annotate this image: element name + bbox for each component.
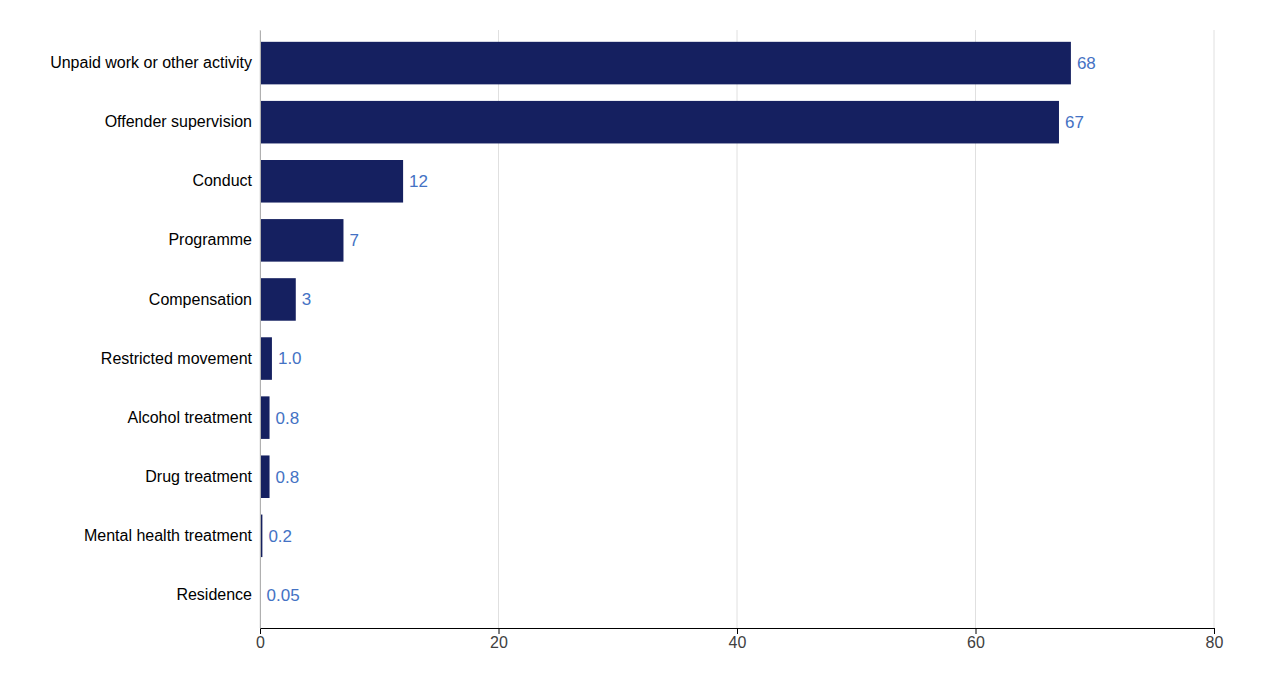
- bar: [260, 42, 1071, 85]
- grid-line: [1214, 30, 1215, 628]
- grid: [260, 30, 1214, 628]
- x-tick: 80: [1206, 628, 1224, 651]
- y-tick: Programme: [168, 231, 252, 248]
- data-label: 0.8: [276, 409, 300, 428]
- data-label: 0.05: [267, 586, 300, 605]
- data-label: 0.2: [268, 527, 292, 546]
- y-tick: Compensation: [149, 291, 252, 308]
- y-tick: Mental health treatment: [84, 527, 253, 544]
- y-tick: Residence: [176, 586, 252, 603]
- x-tick-label: 0: [256, 634, 265, 651]
- y-tick-label: Offender supervision: [105, 113, 252, 130]
- plot-area: 0 20 40 60 80 Residence Mental health treatmen…: [50, 30, 1223, 651]
- x-tick: 40: [729, 628, 747, 651]
- y-axis-line: [260, 31, 261, 629]
- y-tick-label: Mental health treatment: [84, 527, 253, 544]
- y-tick-label: Drug treatment: [145, 468, 252, 485]
- x-tick: 0: [256, 628, 265, 651]
- y-tick-label: Conduct: [192, 172, 252, 189]
- y-tick: Conduct: [192, 172, 252, 189]
- data-label: 1.0: [278, 349, 302, 368]
- data-labels: 0.05 0.2 0.8 0.8 1.0 3 7 12 67 68: [267, 54, 1096, 605]
- x-tick-label: 20: [490, 634, 508, 651]
- x-axis-line: [261, 629, 1215, 635]
- data-label: 3: [302, 290, 311, 309]
- bar: [260, 455, 270, 498]
- x-tick-mark: [1214, 628, 1215, 634]
- y-tick: Alcohol treatment: [127, 409, 252, 426]
- x-axis: 0 20 40 60 80: [256, 628, 1223, 651]
- x-tick-mark: [976, 628, 977, 634]
- y-tick-label: Residence: [176, 586, 252, 603]
- y-tick-label: Programme: [168, 231, 252, 248]
- y-tick-label: Alcohol treatment: [127, 409, 252, 426]
- x-tick-mark: [260, 628, 261, 634]
- y-tick: Restricted movement: [101, 350, 253, 367]
- bar: [260, 160, 403, 203]
- y-tick-label: Compensation: [149, 291, 252, 308]
- x-tick: 20: [490, 628, 508, 651]
- data-label: 7: [349, 231, 358, 250]
- x-tick-mark: [499, 628, 500, 634]
- data-label: 0.8: [276, 468, 300, 487]
- y-tick-label: Restricted movement: [101, 350, 253, 367]
- bar: [260, 219, 343, 262]
- x-tick-label: 60: [967, 634, 985, 651]
- x-tick: 60: [967, 628, 985, 651]
- y-axis: Residence Mental health treatment Drug tre…: [50, 31, 260, 629]
- x-tick-mark: [737, 628, 738, 634]
- x-tick-label: 80: [1206, 634, 1224, 651]
- y-tick: Offender supervision: [105, 113, 252, 130]
- bars: [260, 42, 1071, 616]
- bar: [260, 278, 296, 321]
- data-label: 68: [1077, 54, 1096, 73]
- grid-line: [260, 30, 261, 628]
- y-tick: Unpaid work or other activity: [50, 54, 252, 71]
- bar: [260, 101, 1059, 144]
- bar: [260, 396, 270, 439]
- y-tick-label: Unpaid work or other activity: [50, 54, 252, 71]
- bar: [260, 337, 272, 380]
- chart: 0 20 40 60 80 Residence Mental health treatmen…: [0, 0, 1284, 688]
- data-label: 67: [1065, 113, 1084, 132]
- y-tick: Drug treatment: [145, 468, 252, 485]
- data-label: 12: [409, 172, 428, 191]
- x-tick-label: 40: [729, 634, 747, 651]
